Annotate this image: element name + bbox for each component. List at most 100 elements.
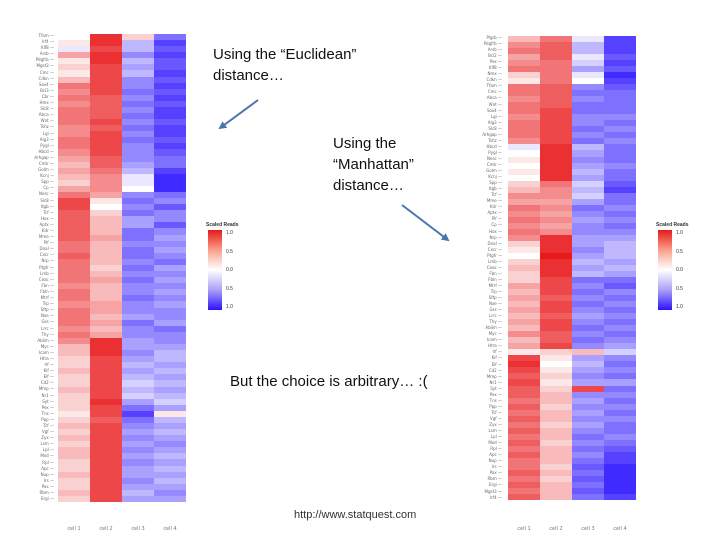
heatmap-cell: [572, 361, 604, 368]
row-label: Cdkn —: [38, 75, 54, 81]
heatmap-cell: [154, 489, 186, 496]
heatmap-cell: [572, 66, 604, 73]
heatmap-cell: [604, 403, 636, 410]
heatmap-cell: [122, 88, 154, 95]
heatmap-cell: [58, 495, 90, 502]
heatmap-cell: [508, 457, 540, 464]
row-label: Nesc —: [486, 155, 502, 161]
heatmap-cell: [122, 477, 154, 484]
heatmap-cell: [604, 343, 636, 350]
heatmap-cell: [154, 495, 186, 502]
heatmap-cell: [604, 451, 636, 458]
heatmap-cell: [154, 185, 186, 193]
heatmap-cell: [90, 435, 122, 442]
heatmap-cell: [540, 48, 572, 55]
heatmap-cell: [90, 222, 122, 229]
heatmap-cell: [122, 489, 154, 496]
heatmap-cell: [604, 102, 636, 109]
heatmap-cell: [90, 204, 122, 211]
heatmap-cell: [540, 415, 572, 422]
heatmap-cell: [540, 301, 572, 308]
row-label: Fbln —: [40, 288, 54, 294]
row-label: Vgf —: [42, 429, 54, 435]
heatmap-cell: [604, 445, 636, 452]
row-label: Pif —: [491, 216, 502, 222]
heatmap-cell: [508, 264, 540, 271]
euclidean-row-labels: Tfam — Irf4 — Klf8 — Arsb — Pdgfrb — Mgst3 — C…: [4, 34, 54, 502]
row-label: Cmtr —: [38, 160, 54, 166]
heatmap-cell: [154, 155, 186, 162]
heatmap-cell: [508, 373, 540, 380]
heatmap-cell: [90, 392, 122, 399]
heatmap-cell: [604, 481, 636, 488]
heatmap-cell: [540, 228, 572, 235]
heatmap-cell: [154, 331, 186, 338]
heatmap-cell: [572, 319, 604, 326]
heatmap-cell: [540, 204, 572, 211]
row-label: Pdgfrb —: [483, 41, 502, 47]
column-label: cell 2: [549, 526, 563, 532]
heatmap-cell: [122, 380, 154, 387]
heatmap-cell: [572, 457, 604, 464]
row-label: Mmp —: [38, 386, 54, 392]
heatmap-cell: [154, 252, 186, 259]
heatmap-cell: [572, 216, 604, 223]
heatmap-cell: [604, 96, 636, 103]
heatmap-cell: [58, 489, 90, 496]
row-label: Tfam —: [38, 33, 54, 38]
heatmap-cell: [540, 240, 572, 247]
heatmap-cell: [154, 258, 186, 265]
heatmap-cell: [58, 307, 90, 314]
heatmap-cell: [90, 64, 122, 71]
heatmap-cell: [58, 82, 90, 89]
heatmap-cell: [508, 78, 540, 85]
heatmap-cell: [154, 246, 186, 253]
heatmap-cell: [90, 343, 122, 351]
heatmap-cell: [540, 391, 572, 398]
row-label: Bcl2 —: [488, 53, 502, 59]
heatmap-cell: [572, 162, 604, 169]
heatmap-cell: [572, 186, 604, 193]
row-label: Cp —: [491, 222, 502, 228]
legend-tick: 0.5: [226, 248, 233, 255]
row-label: Fbn —: [489, 270, 502, 276]
column-label: cell 1: [67, 526, 81, 532]
heatmap-cell: [58, 416, 90, 423]
heatmap-cell: [508, 475, 540, 482]
heatmap-cell: [572, 120, 604, 127]
heatmap-cell: [540, 397, 572, 404]
row-label: Arsb —: [487, 47, 502, 53]
heatmap-cell: [90, 307, 122, 314]
row-label: Mtrf —: [488, 282, 502, 288]
row-label: Irs —: [43, 477, 54, 483]
heatmap-cell: [572, 90, 604, 97]
heatmap-cell: [154, 173, 186, 180]
row-label: Tns —: [489, 397, 502, 403]
heatmap-cell: [58, 331, 90, 338]
heatmap-cell: [58, 155, 90, 162]
heatmap-cell: [122, 149, 154, 156]
heatmap-cell: [572, 60, 604, 67]
heatmap-cell: [154, 441, 186, 448]
heatmap-cell: [154, 143, 186, 150]
heatmap-cell: [572, 475, 604, 482]
heatmap-cell: [508, 54, 540, 61]
heatmap-cell: [572, 258, 604, 265]
heatmap-cell: [58, 325, 90, 332]
heatmap-cell: [154, 161, 186, 168]
heatmap-cell: [58, 106, 90, 113]
heatmap-cell: [154, 447, 186, 454]
heatmap-cell: [58, 167, 90, 174]
heatmap-cell: [58, 94, 90, 101]
row-label: Lrrc —: [489, 313, 502, 319]
heatmap-cell: [58, 185, 90, 193]
heatmap-cell: [604, 156, 636, 163]
heatmap-cell: [154, 88, 186, 95]
heatmap-cell: [122, 435, 154, 442]
heatmap-cell: [604, 72, 636, 79]
heatmap-cell: [90, 34, 122, 41]
heatmap-cell: [122, 374, 154, 381]
heatmap-cell: [508, 138, 540, 145]
heatmap-cell: [90, 149, 122, 156]
heatmap-cell: [90, 283, 122, 290]
